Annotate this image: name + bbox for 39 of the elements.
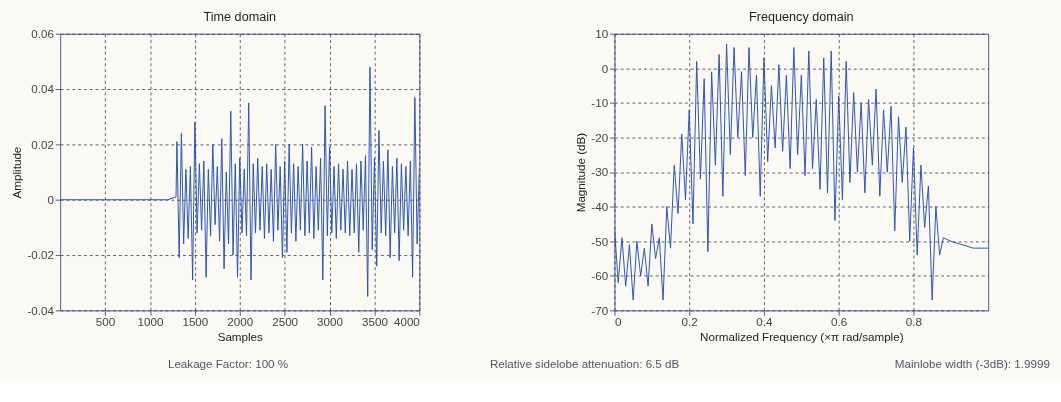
x-tick-label: 0	[614, 315, 622, 329]
y-tick-label: 10	[595, 27, 609, 41]
chart-title: Time domain	[203, 10, 276, 25]
y-axis-title: Amplitude	[9, 146, 23, 199]
x-tick-label: 4000	[393, 315, 421, 329]
y-tick-label: -0.02	[27, 248, 54, 262]
y-tick-label: -30	[591, 165, 609, 179]
y-tick-label: -0.04	[27, 303, 55, 317]
y-tick-label: -40	[591, 200, 609, 214]
x-tick-label: 1500	[182, 315, 209, 329]
line-series	[614, 43, 989, 301]
chart-title: Frequency domain	[749, 10, 854, 25]
y-tick-label: 0.04	[31, 82, 55, 96]
y-tick-label: -60	[591, 269, 609, 283]
x-tick-label: 3500	[362, 315, 389, 329]
x-axis-title: Normalized Frequency (×π rad/sample)	[700, 329, 904, 343]
y-axis-title: Magnitude (dB)	[573, 132, 587, 213]
line-series	[60, 66, 420, 298]
y-tick-label: 0	[601, 61, 609, 75]
x-tick-label: 3000	[317, 315, 344, 329]
y-tick-label: 0.02	[31, 137, 54, 151]
text: Mainlobe width (-3dB): 1.9999	[894, 356, 1050, 370]
y-tick-label: -20	[591, 130, 609, 144]
x-tick-label: 0.2	[681, 315, 698, 329]
text: Leakage Factor: 100 %	[167, 356, 289, 370]
x-tick-label: 2000	[227, 315, 254, 329]
x-axis-title: Samples	[217, 329, 264, 343]
x-tick-label: 0.4	[756, 315, 774, 329]
text: Relative sidelobe attenuation: 6.5 dB	[489, 356, 680, 370]
y-tick-label: -50	[591, 234, 609, 248]
y-tick-label: 0.06	[31, 27, 54, 41]
x-tick-label: 0.6	[831, 315, 848, 329]
x-tick-label: 1000	[137, 315, 164, 329]
y-tick-label: -10	[591, 96, 609, 110]
y-tick-label: -70	[591, 303, 609, 317]
y-tick-label: 0	[47, 193, 55, 207]
x-tick-label: 500	[95, 315, 116, 329]
x-tick-label: 2500	[272, 315, 299, 329]
x-tick-label: 0.8	[905, 315, 923, 329]
